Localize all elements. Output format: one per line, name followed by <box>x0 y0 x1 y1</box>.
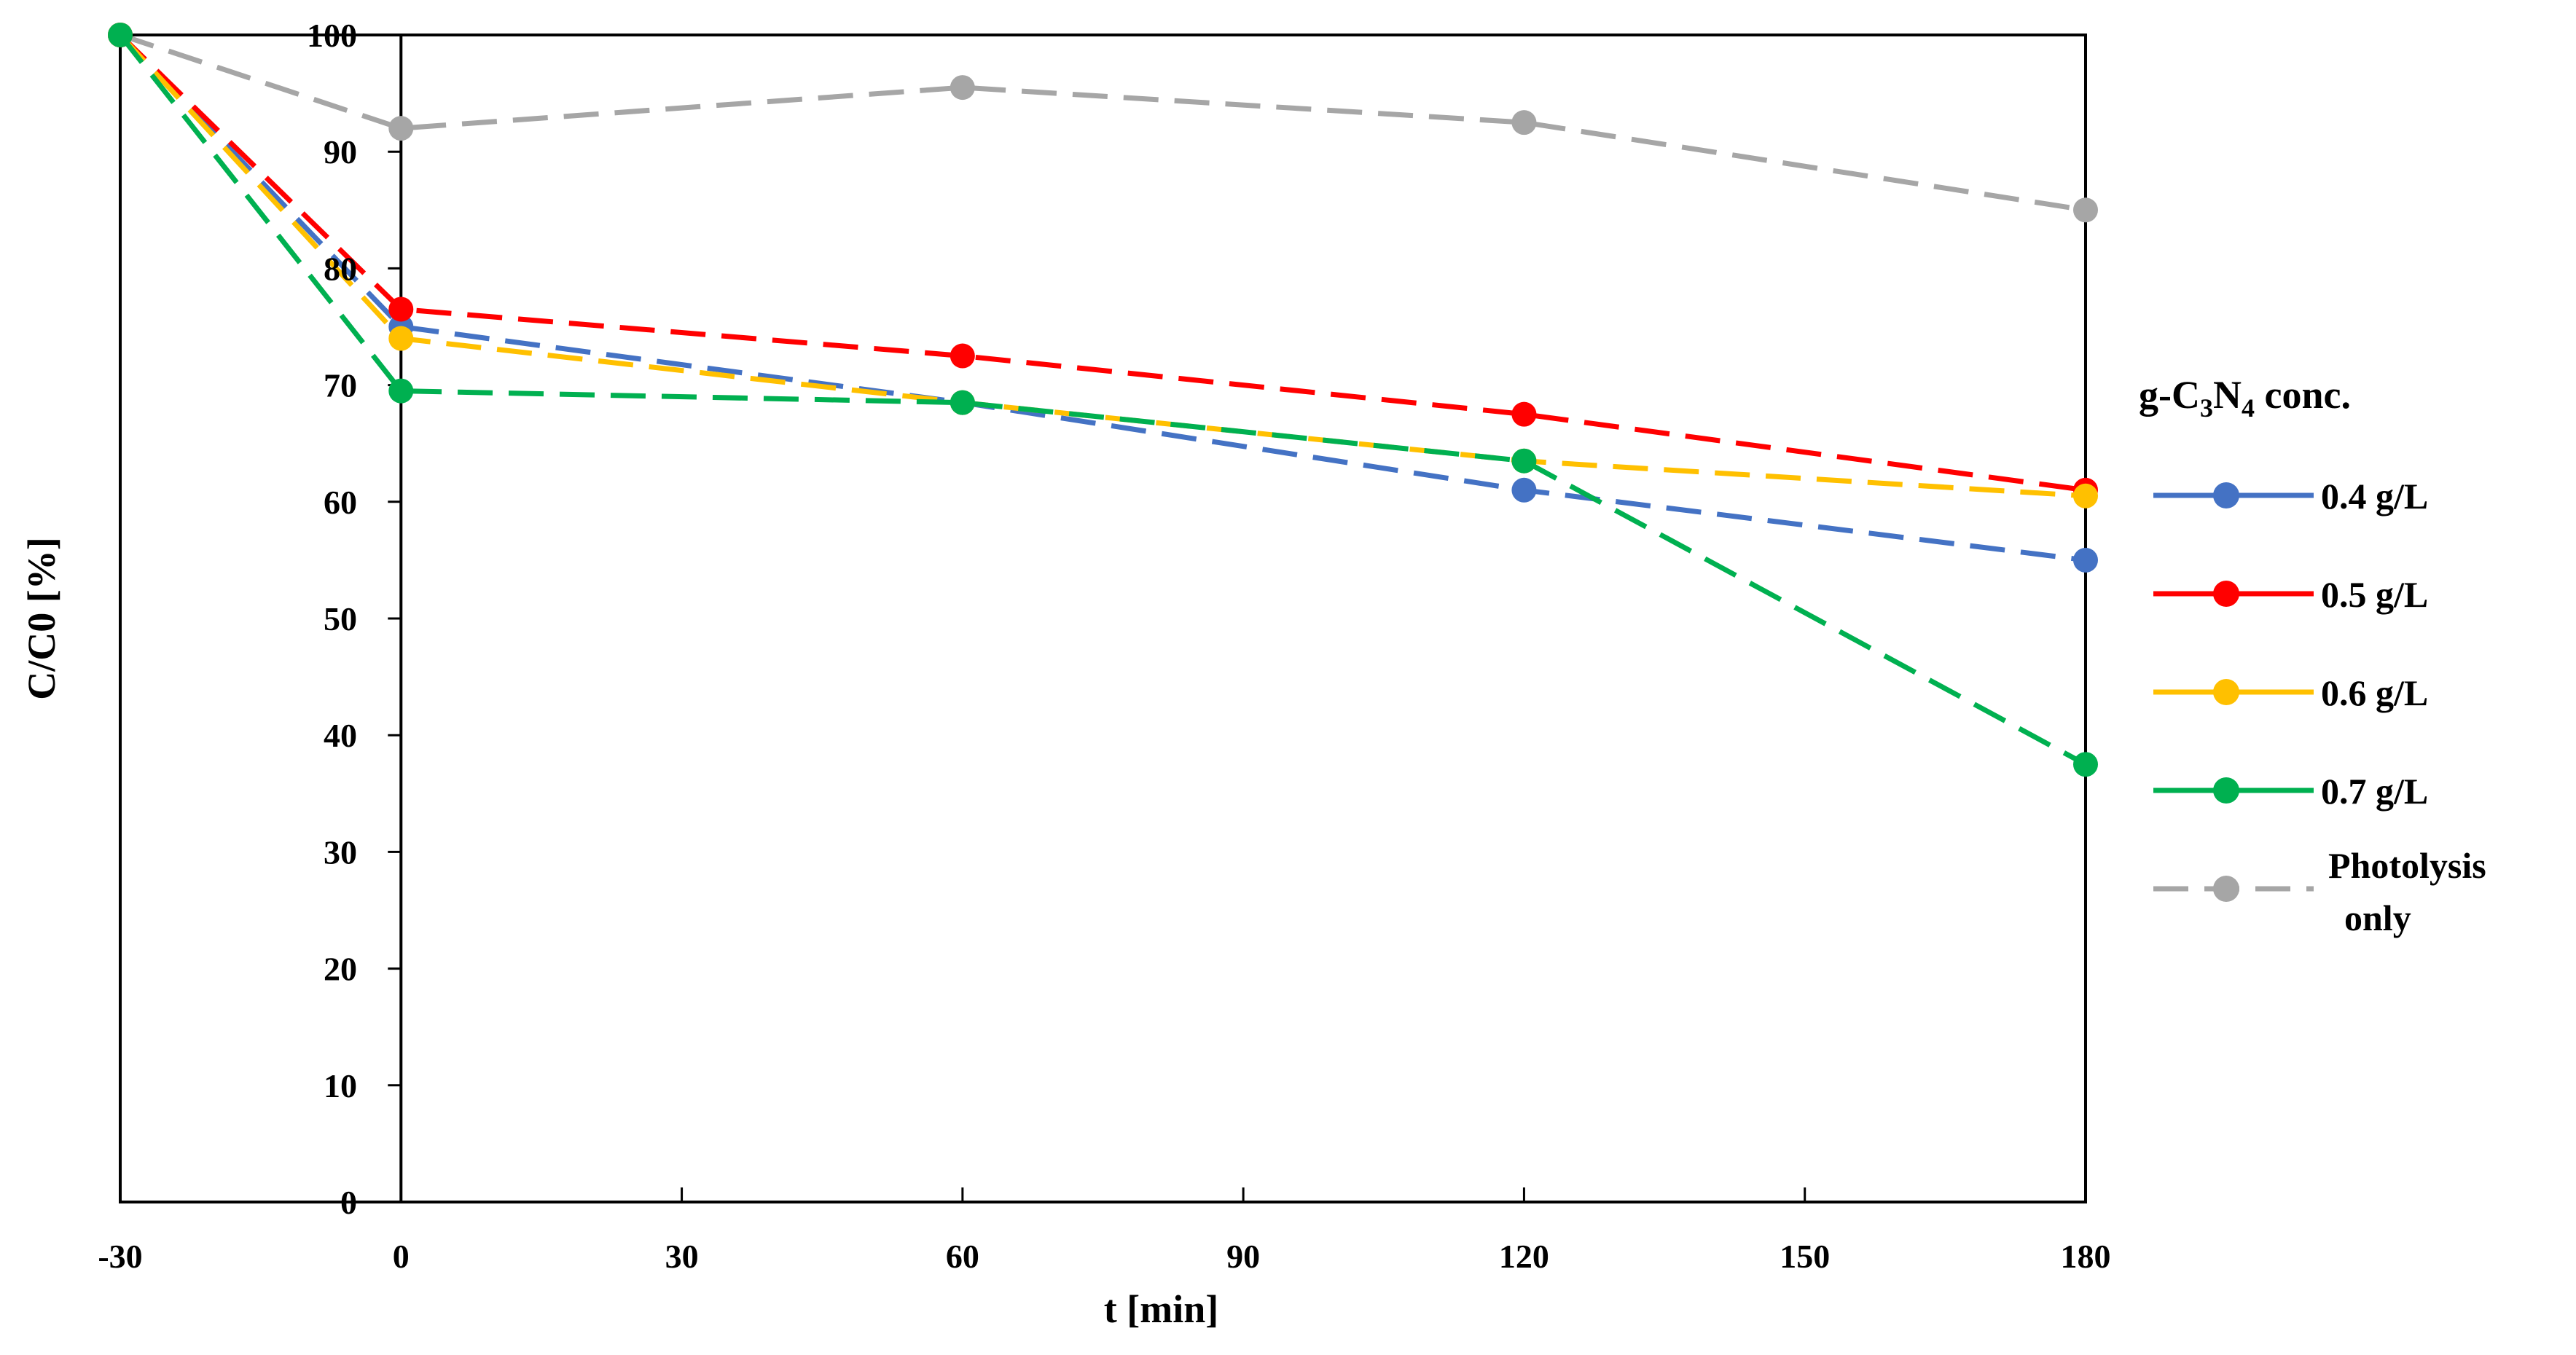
x-tick-label: 120 <box>1499 1238 1549 1275</box>
series-layer <box>108 23 2098 777</box>
x-tick-label: -30 <box>98 1238 142 1275</box>
legend-item: 0.7 g/L <box>2153 771 2428 812</box>
plot-border <box>119 34 2087 1203</box>
legend-swatch-marker <box>2213 777 2239 804</box>
series-0-7-g-l <box>108 23 2098 777</box>
data-point <box>388 378 414 404</box>
series-photolysis-only <box>108 23 2098 223</box>
legend-label: 0.4 g/L <box>2321 476 2428 517</box>
y-tick-label: 60 <box>324 484 357 521</box>
data-point <box>2073 547 2098 573</box>
data-point <box>388 296 414 322</box>
x-tick-label: 30 <box>665 1238 699 1275</box>
data-point <box>1511 477 1537 503</box>
legend: g-C3N4 conc. 0.4 g/L 0.5 g/L 0.6 g/L 0.7 g/L… <box>2139 373 2486 938</box>
y-axis-title: C/C0 [%] <box>20 537 63 699</box>
y-tick-label: 40 <box>324 717 357 754</box>
y-tick-label: 80 <box>324 250 357 287</box>
data-point <box>2073 197 2098 223</box>
data-point <box>388 116 414 141</box>
data-point <box>2073 483 2098 508</box>
series-line <box>118 33 2086 493</box>
x-axis-title: t [min] <box>1104 1287 1218 1331</box>
data-point <box>388 326 414 351</box>
plot-area <box>119 34 2087 1203</box>
y-tick-label: 20 <box>324 951 357 988</box>
series-line <box>118 33 2087 767</box>
series-line <box>118 33 2086 499</box>
y-tick-label: 10 <box>324 1067 357 1104</box>
legend-swatch-marker <box>2213 482 2239 508</box>
legend-title: g-C3N4 conc. <box>2139 373 2351 423</box>
legend-item: Photolysis only <box>2153 845 2486 938</box>
series-line <box>118 33 2086 563</box>
legend-label: Photolysis only <box>2328 845 2486 938</box>
x-tick-label: 150 <box>1780 1238 1830 1275</box>
x-tick-label: 60 <box>946 1238 979 1275</box>
data-point <box>950 343 975 369</box>
legend-swatch-marker <box>2213 581 2239 607</box>
axes <box>119 34 2087 1203</box>
data-point <box>950 390 975 415</box>
y-tick-label: 0 <box>340 1184 357 1221</box>
y-tick-label: 50 <box>324 600 357 637</box>
data-point <box>1511 401 1537 427</box>
series-line <box>119 32 2086 213</box>
legend-label: 0.6 g/L <box>2321 672 2428 713</box>
y-tick-label: 30 <box>324 833 357 871</box>
legend-swatch-marker <box>2213 876 2239 902</box>
y-tick-label: 90 <box>324 133 357 170</box>
legend-item: 0.5 g/L <box>2153 574 2428 615</box>
data-point <box>2073 752 2098 777</box>
y-tick-label: 70 <box>324 367 357 404</box>
x-tick-label: 90 <box>1226 1238 1260 1275</box>
legend-label: 0.5 g/L <box>2321 574 2428 615</box>
data-point <box>1511 448 1537 474</box>
data-point <box>950 75 975 101</box>
data-point <box>108 23 133 47</box>
data-point <box>1511 110 1537 136</box>
series-0-4-g-l <box>108 23 2098 573</box>
x-tick-label: 180 <box>2061 1238 2111 1275</box>
legend-item: 0.6 g/L <box>2153 672 2428 713</box>
y-tick-label: 100 <box>307 17 357 54</box>
legend-item: 0.4 g/L <box>2153 476 2428 517</box>
legend-label: 0.7 g/L <box>2321 771 2428 812</box>
tick-labels: 0 10 20 30 40 50 60 70 80 90 100 -30 0 30 60 90 120 150 18… <box>98 17 2110 1275</box>
legend-swatch-marker <box>2213 679 2239 705</box>
x-tick-label: 0 <box>393 1238 410 1275</box>
